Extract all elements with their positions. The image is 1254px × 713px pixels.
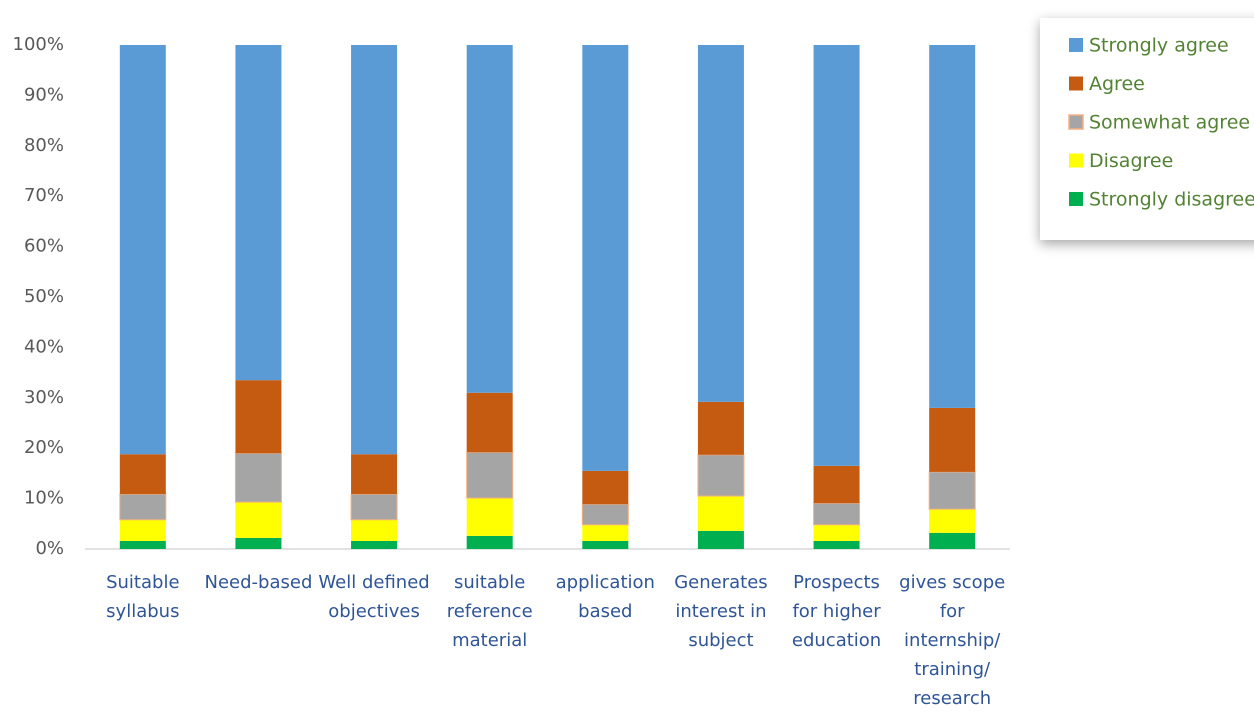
bar-segment [697, 454, 745, 497]
bar-segment [466, 498, 513, 536]
x-tick-label: Well defined objectives [318, 572, 430, 622]
legend-label: Strongly agree [1089, 35, 1229, 57]
bar-segment [813, 465, 860, 504]
bar-segment [351, 454, 398, 495]
y-tick-label: 40% [24, 336, 64, 357]
y-tick-label: 60% [24, 236, 64, 257]
bar-segment [119, 45, 166, 455]
legend-label: Somewhat agree [1089, 112, 1250, 134]
bar-segment [582, 540, 629, 549]
y-tick-label: 100% [13, 34, 64, 55]
bar-segment [234, 452, 282, 503]
bar-segment [697, 401, 744, 455]
bar-segment [235, 537, 282, 549]
bar-segment [351, 540, 398, 549]
y-tick-label: 70% [24, 185, 64, 206]
legend-swatch [1068, 114, 1084, 130]
x-tick-label: Prospects for higher education [791, 572, 882, 651]
bar-segment [235, 502, 282, 538]
bar-segment [697, 45, 744, 402]
legend-label: Agree [1089, 73, 1145, 95]
x-tick-label: Generates interest in subject [674, 572, 768, 651]
bar-segment [582, 45, 629, 471]
legend-swatch [1069, 153, 1083, 168]
bar-segment [929, 45, 976, 408]
bar-segment [351, 45, 398, 455]
bar-segment [466, 451, 514, 499]
y-tick-label: 80% [24, 135, 64, 156]
bar-segment [581, 503, 629, 526]
bar-segment [119, 540, 166, 549]
bar-segment [697, 530, 744, 549]
y-tick-label: 20% [24, 437, 64, 458]
x-tick-label: Need-based [204, 572, 313, 593]
y-tick-label: 0% [35, 538, 64, 559]
bar-segment [235, 380, 282, 454]
x-tick-label: application based [555, 572, 655, 622]
bar-segment [697, 496, 744, 531]
legend: Strongly agree Agree Somewhat agree Disagre… [1040, 18, 1254, 240]
bar-segment [929, 509, 976, 533]
legend-label: Strongly disagree [1089, 189, 1254, 211]
bar-segment [813, 45, 860, 466]
legend-swatch [1069, 38, 1083, 52]
bar-segment [351, 519, 398, 541]
bar-segment [813, 524, 860, 541]
bar-segment [813, 540, 860, 549]
bar-segment [466, 535, 513, 549]
bar-segment [582, 524, 629, 541]
legend-label: Disagree [1089, 150, 1173, 172]
bar-segment [928, 471, 976, 510]
bar-segment [929, 407, 976, 472]
bar-segment [119, 454, 166, 495]
y-tick-label: 50% [24, 286, 64, 307]
bar-segment [119, 493, 167, 521]
bar-segment [813, 502, 861, 526]
bar-segment [466, 392, 513, 453]
x-tick-label: suitable reference material [446, 572, 533, 651]
legend-swatch [1069, 192, 1083, 206]
x-tick-label: gives scope for internship/ training/ re… [899, 572, 1006, 709]
bar-segment [235, 45, 282, 381]
x-tick-label: Suitable syllabus [106, 572, 180, 622]
y-tick-label: 90% [24, 84, 64, 105]
bar-segment [929, 532, 976, 549]
bar-segment [119, 519, 166, 541]
bar-segment [466, 45, 513, 393]
y-tick-label: 30% [24, 387, 64, 408]
bar-segment [582, 470, 629, 505]
y-tick-label: 10% [24, 488, 64, 509]
bar-segment [350, 493, 398, 521]
legend-swatch [1069, 76, 1083, 91]
